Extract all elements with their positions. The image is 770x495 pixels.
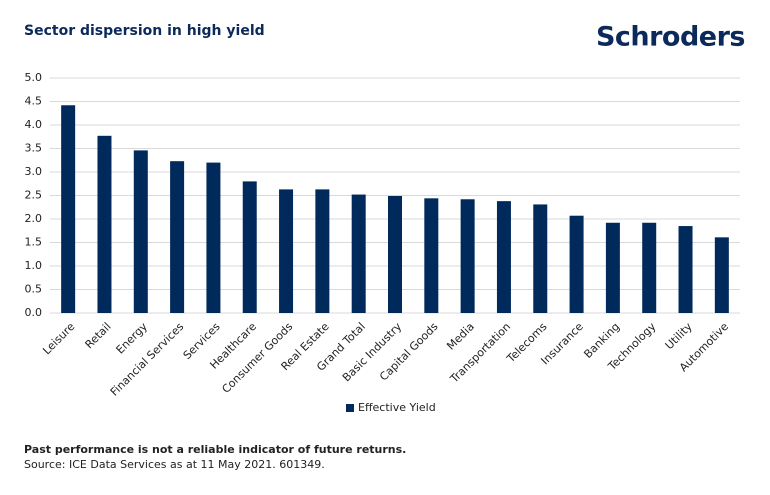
bar	[714, 237, 729, 313]
y-tick-label: 1.0	[25, 259, 43, 272]
chart-title: Sector dispersion in high yield	[24, 23, 265, 39]
bar	[642, 222, 657, 313]
bar	[460, 199, 475, 313]
y-tick-label: 0.0	[25, 306, 43, 319]
y-tick-label: 3.0	[25, 165, 43, 178]
bar	[496, 201, 511, 313]
bar	[279, 189, 294, 313]
y-tick-label: 1.5	[25, 236, 43, 249]
source-note: Source: ICE Data Services as at 11 May 2…	[24, 458, 325, 471]
x-tick-label: Leisure	[40, 320, 77, 357]
x-tick-label: Media	[444, 320, 477, 353]
y-tick-label: 4.0	[25, 118, 43, 131]
bar	[206, 162, 221, 313]
bar	[315, 189, 330, 313]
bar	[678, 226, 693, 313]
bar	[170, 161, 185, 313]
y-tick-label: 2.0	[25, 212, 43, 225]
bar	[569, 215, 584, 313]
x-tick-label: Retail	[83, 320, 114, 351]
y-tick-label: 3.5	[25, 142, 43, 155]
bar	[533, 204, 548, 313]
bar	[388, 195, 402, 313]
legend-label: Effective Yield	[358, 401, 436, 414]
bar	[424, 198, 439, 313]
y-tick-label: 5.0	[25, 71, 43, 84]
bar	[351, 194, 366, 313]
y-tick-label: 0.5	[25, 283, 43, 296]
y-tick-label: 2.5	[25, 189, 43, 202]
brand-logo: Schroders	[596, 22, 745, 53]
y-tick-label: 4.5	[25, 95, 43, 108]
bar	[242, 181, 257, 313]
disclaimer: Past performance is not a reliable indic…	[24, 443, 406, 456]
bar	[133, 150, 148, 313]
bar	[605, 222, 620, 313]
bar	[97, 135, 112, 313]
legend-swatch	[346, 404, 354, 412]
bar	[61, 105, 76, 313]
x-tick-label: Utility	[663, 320, 695, 352]
